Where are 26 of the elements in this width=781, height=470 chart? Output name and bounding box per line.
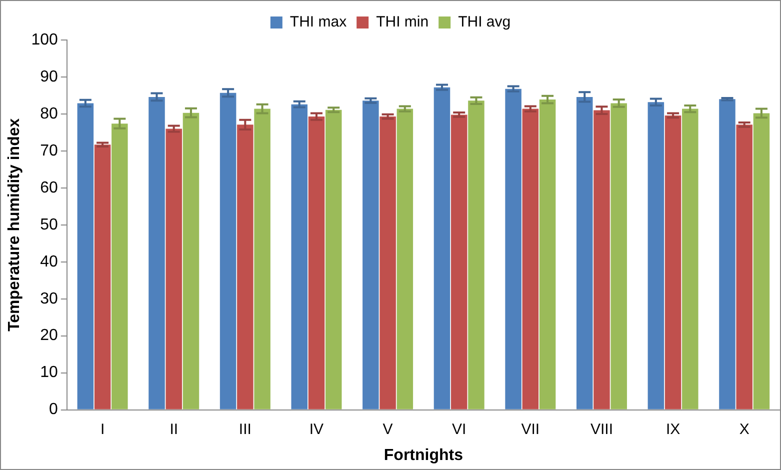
y-tick-label: 0 [48, 401, 58, 418]
y-tick-label: 50 [40, 216, 58, 234]
x-tick-label: IV [309, 420, 324, 438]
x-tick-label: V [382, 420, 393, 438]
x-tick-label: IX [666, 420, 680, 438]
y-tick-label: 10 [40, 364, 58, 382]
x-tick-label: I [100, 420, 105, 438]
y-tick-label: 30 [40, 290, 58, 308]
legend-label: THI max [290, 14, 348, 31]
y-tick-label: 40 [40, 253, 58, 270]
legend-label: THI min [376, 14, 429, 31]
y-tick-label: 60 [40, 179, 58, 196]
x-tick-label: VIII [590, 420, 613, 438]
x-tick-label: III [238, 420, 252, 438]
y-tick-label: 80 [40, 105, 58, 122]
y-axis-title: Temperature humidity index [6, 118, 24, 332]
y-tick-label: 90 [40, 68, 58, 86]
x-tick-label: X [739, 420, 750, 438]
y-tick-label: 100 [31, 31, 58, 48]
y-tick-label: 20 [40, 327, 58, 344]
x-axis-title: Fortnights [384, 446, 464, 464]
x-tick-label: II [170, 420, 178, 438]
x-tick-label: VI [452, 420, 466, 438]
y-tick-label: 70 [40, 142, 58, 160]
x-tick-label: VII [521, 420, 540, 438]
legend-label: THI avg [458, 14, 511, 31]
